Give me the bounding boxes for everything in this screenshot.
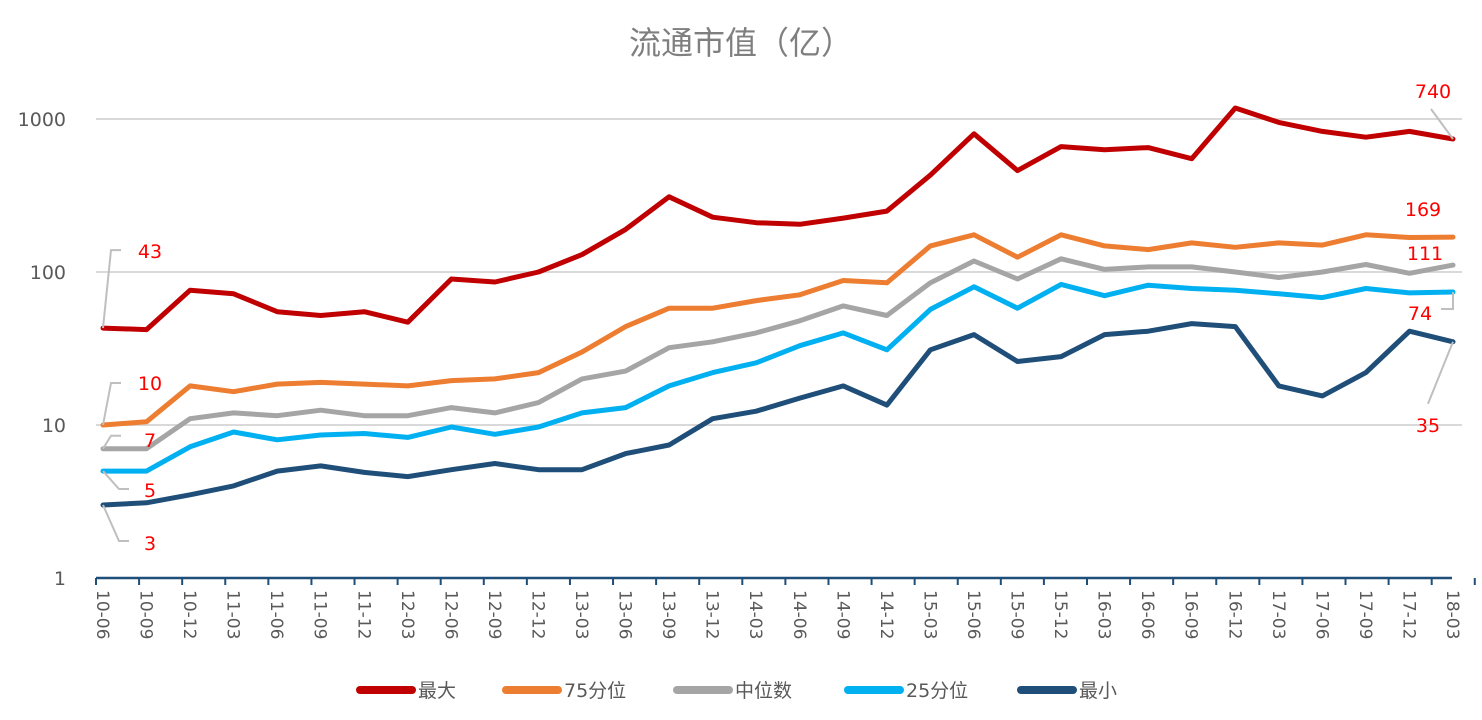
series-line-最小 (100, 321, 1456, 508)
x-tick-label: 13-03 (571, 590, 591, 639)
legend-label: 最大 (418, 680, 456, 702)
x-tick-label: 16-06 (1137, 590, 1157, 639)
leader-line (102, 504, 129, 542)
data-label: 5 (144, 480, 156, 502)
x-tick-label: 13-06 (615, 590, 635, 639)
x-tick-label: 10-06 (92, 590, 112, 639)
legend-label: 最小 (1079, 680, 1117, 702)
data-label: 35 (1416, 415, 1440, 437)
data-label: 169 (1405, 199, 1441, 221)
x-tick-label: 15-12 (1050, 590, 1070, 639)
x-tick-label: 18-03 (1442, 590, 1462, 639)
x-tick-label: 13-09 (658, 590, 678, 639)
x-tick-label: 16-03 (1094, 590, 1114, 639)
data-label: 10 (138, 373, 162, 395)
legend-label: 75分位 (564, 680, 626, 702)
x-tick-label: 12-12 (527, 590, 547, 639)
series-line-中位数 (100, 256, 1456, 452)
x-axis: 10-06 10-09 10-12 11-03 11-06 11-09 11-12 12-03… (92, 576, 1476, 639)
chart-title: 流通市值（亿） (629, 24, 853, 62)
x-tick-label: 17-09 (1355, 590, 1375, 639)
leader-line (1441, 292, 1454, 311)
x-tick-label: 10-12 (179, 590, 199, 639)
gridlines (96, 118, 1462, 426)
y-axis: 1 10 100 1000 (18, 109, 66, 590)
leader-line (1427, 341, 1454, 405)
x-tick-label: 11-09 (310, 590, 330, 639)
x-tick-label: 12-03 (397, 590, 417, 639)
series-line-最大 (100, 105, 1456, 333)
x-tick-label: 16-09 (1181, 590, 1201, 639)
data-label: 43 (138, 241, 162, 263)
x-tick-label: 13-12 (702, 590, 722, 639)
x-tick-label: 14-03 (745, 590, 765, 639)
legend-label: 中位数 (735, 680, 792, 702)
leader-line (1430, 108, 1454, 140)
data-label: 7 (144, 430, 156, 452)
data-label: 3 (144, 533, 156, 555)
legend-label: 25分位 (906, 680, 968, 702)
x-tick-label: 17-06 (1311, 590, 1331, 639)
x-tick-label: 12-06 (440, 590, 460, 639)
legend: 最大 75分位 中位数 25分位 最小 (356, 680, 1117, 702)
data-label: 740 (1415, 81, 1451, 103)
series-line-75分位 (100, 232, 1456, 428)
x-tick-label: 11-12 (353, 590, 373, 639)
x-tick-label: 14-12 (876, 590, 896, 639)
y-tick-label: 10 (42, 415, 66, 437)
x-tick-label: 12-09 (484, 590, 504, 639)
x-tick-label: 14-06 (789, 590, 809, 639)
data-label: 74 (1408, 303, 1432, 325)
x-tick-label: 15-09 (1007, 590, 1027, 639)
leader-line (102, 249, 121, 329)
data-labels: 43 740 10 169 7 111 5 74 3 35 (102, 81, 1454, 555)
y-tick-label: 1 (54, 568, 66, 590)
x-tick-label: 11-06 (266, 590, 286, 639)
leader-line (102, 470, 129, 491)
y-tick-label: 1000 (18, 109, 66, 131)
x-tick-label: 17-03 (1268, 590, 1288, 639)
data-label: 111 (1407, 243, 1443, 265)
x-tick-label: 16-12 (1224, 590, 1244, 639)
y-tick-label: 100 (30, 262, 66, 284)
x-tick-label: 15-03 (919, 590, 939, 639)
leader-line (102, 382, 121, 426)
x-tick-label: 14-09 (832, 590, 852, 639)
x-tick-label: 10-09 (136, 590, 156, 639)
x-tick-label: 11-03 (223, 590, 243, 639)
series-line-25分位 (100, 281, 1456, 474)
leader-line (102, 434, 121, 450)
x-tick-label: 15-06 (963, 590, 983, 639)
series-lines (100, 105, 1456, 508)
x-tick-label: 17-12 (1398, 590, 1418, 639)
